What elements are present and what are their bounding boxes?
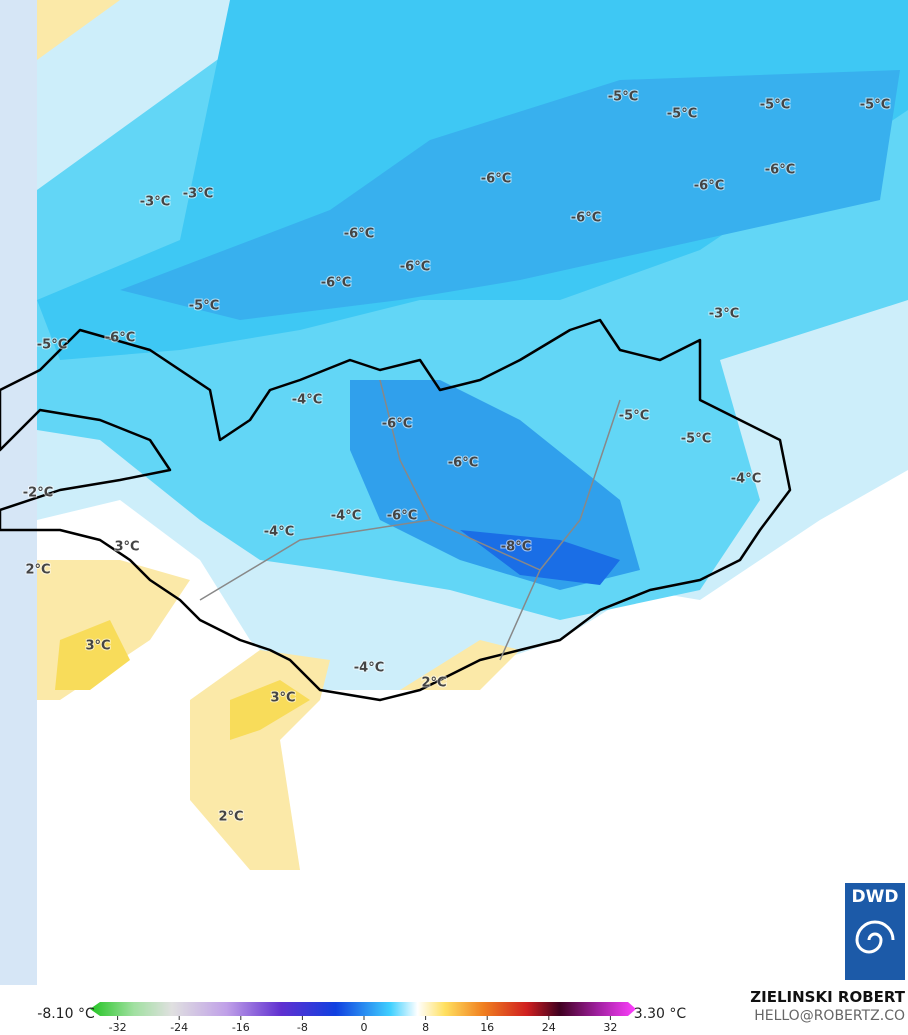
- temp-label: -4°C: [264, 525, 294, 540]
- temp-label: -6°C: [382, 417, 412, 432]
- temp-label: -6°C: [694, 179, 724, 194]
- warm-area: [400, 640, 520, 690]
- edge-strip: [0, 0, 37, 985]
- colorbar-tick-label: 16: [480, 1021, 494, 1034]
- logo-text: DWD: [852, 887, 899, 907]
- temp-label: -5°C: [760, 98, 790, 113]
- cold-area: [350, 380, 640, 590]
- warm-core: [55, 620, 130, 690]
- temp-label: -3°C: [140, 195, 170, 210]
- cold-area: [120, 70, 900, 320]
- temp-label: -3°C: [183, 187, 213, 202]
- temp-label: 2°C: [421, 676, 446, 691]
- borders: [199, 379, 621, 661]
- colorbar-tick-label: -16: [232, 1021, 250, 1034]
- colorbar-max: 3.30 °C: [634, 1006, 687, 1022]
- temp-label: -5°C: [681, 432, 711, 447]
- temp-label: -5°C: [860, 98, 890, 113]
- logo-box: [845, 883, 905, 980]
- colorbar-min: -8.10 °C: [37, 1006, 95, 1022]
- temp-label: 2°C: [218, 810, 243, 825]
- credit-name: ZIELINSKI ROBERT: [750, 988, 905, 1006]
- temp-label: -2°C: [23, 486, 53, 501]
- temp-label: -3°C: [709, 307, 739, 322]
- temp-label: -6°C: [387, 509, 417, 524]
- temp-label: -6°C: [765, 163, 795, 178]
- temp-label: -5°C: [37, 338, 67, 353]
- temp-label: -5°C: [667, 107, 697, 122]
- temp-label: -6°C: [481, 172, 511, 187]
- temp-label: 3°C: [85, 639, 110, 654]
- temp-label: 3°C: [270, 691, 295, 706]
- temp-label: -4°C: [292, 393, 322, 408]
- temp-label: -6°C: [344, 227, 374, 242]
- colorbar-tick-label: 32: [603, 1021, 617, 1034]
- warm-core: [230, 680, 310, 740]
- temp-label: -5°C: [619, 409, 649, 424]
- temp-label: -4°C: [731, 472, 761, 487]
- coastline: [0, 318, 792, 702]
- colorbar-tick-label: -24: [170, 1021, 188, 1034]
- temp-label: -5°C: [608, 90, 638, 105]
- colorbar-tick-label: -32: [109, 1021, 127, 1034]
- credit-email: HELLO@ROBERTZ.CO: [754, 1008, 905, 1024]
- temp-label: -5°C: [189, 299, 219, 314]
- temp-label: 3°C: [114, 540, 139, 555]
- colorbar: [90, 1002, 636, 1016]
- warm-area: [37, 0, 120, 60]
- temp-label: -6°C: [400, 260, 430, 275]
- colorbar-tick-label: -8: [297, 1021, 308, 1034]
- logo-swirl: [855, 920, 895, 954]
- temp-label: -6°C: [105, 331, 135, 346]
- temp-label: -6°C: [571, 211, 601, 226]
- temp-label: 2°C: [25, 563, 50, 578]
- temp-label: -6°C: [448, 456, 478, 471]
- temp-label: -4°C: [354, 661, 384, 676]
- temp-label: -8°C: [501, 540, 531, 555]
- colorbar-tick-label: 24: [542, 1021, 556, 1034]
- cold-area: [460, 530, 620, 585]
- colorbar-tick-label: 0: [361, 1021, 368, 1034]
- temp-label: -6°C: [321, 276, 351, 291]
- colorbar-tick-label: 8: [422, 1021, 429, 1034]
- temp-label: -4°C: [331, 509, 361, 524]
